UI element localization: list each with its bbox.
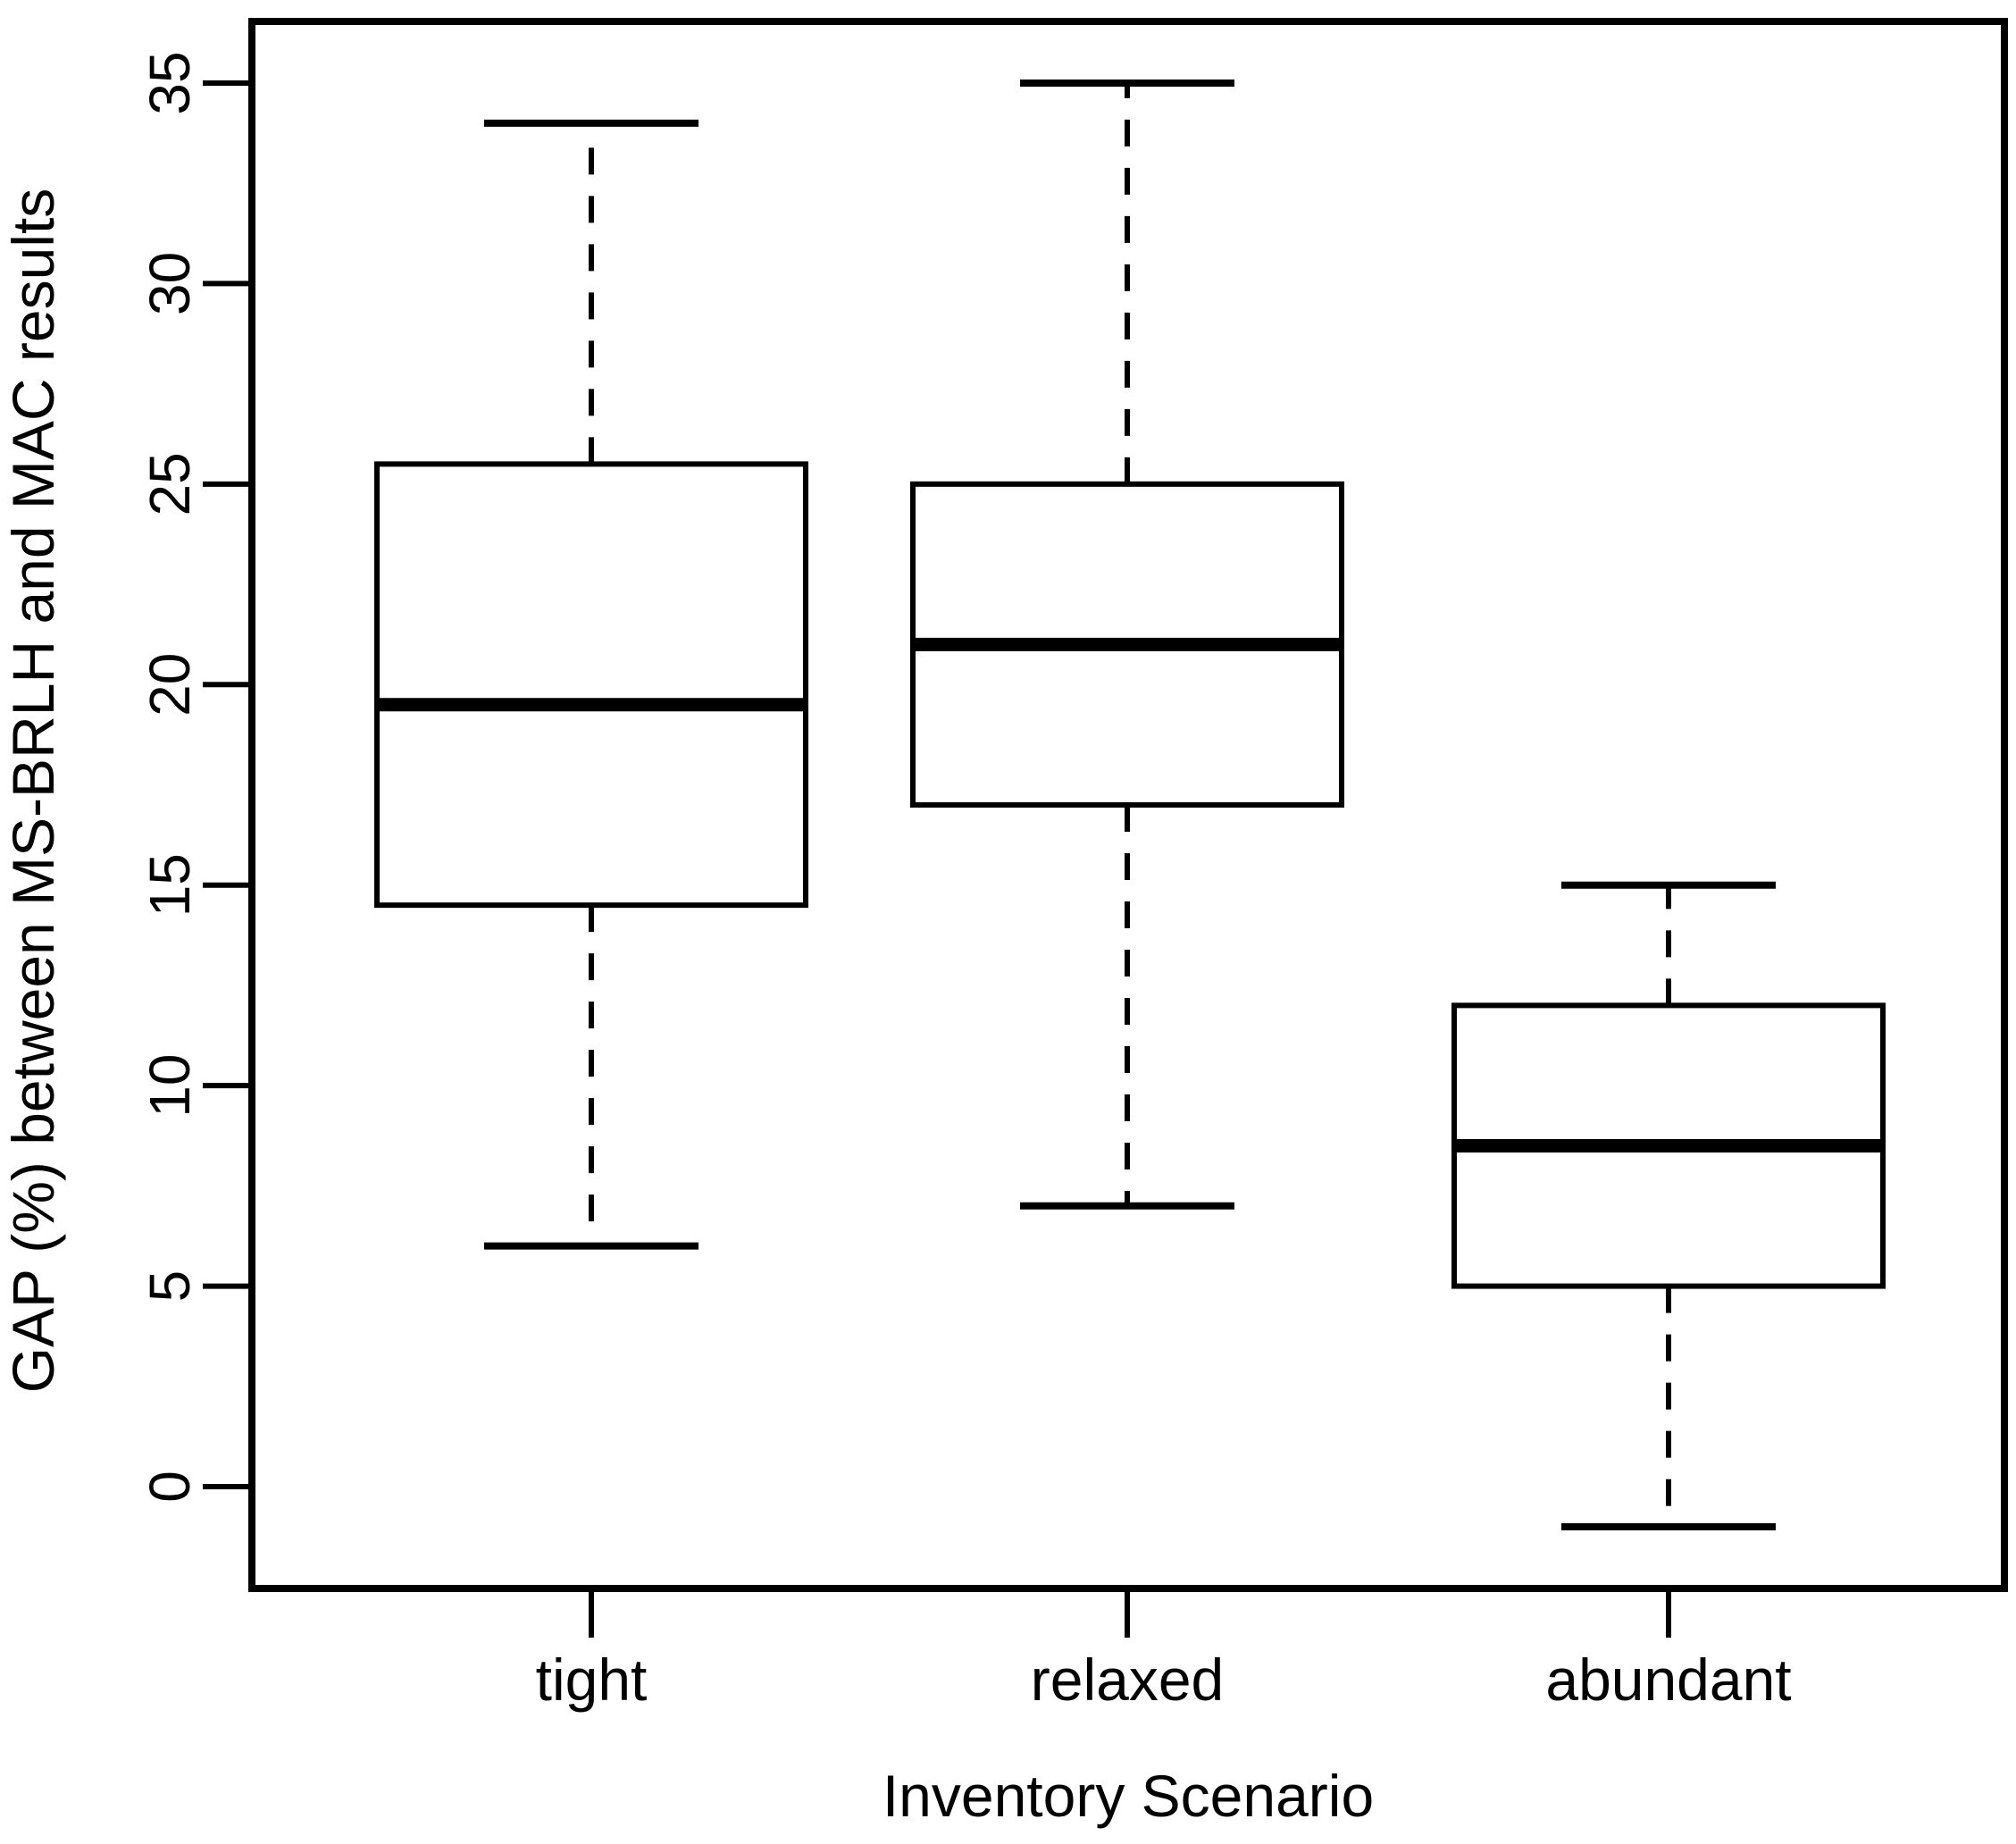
y-tick-label: 10 [138, 1054, 202, 1118]
x-category-label: tight [536, 1647, 648, 1713]
y-tick-label: 30 [138, 252, 202, 315]
y-tick-label: 0 [138, 1471, 202, 1503]
x-category-label: relaxed [1031, 1647, 1224, 1713]
iqr-box [374, 461, 808, 909]
x-axis-title: Inventory Scenario [883, 1763, 1374, 1829]
y-tick-label: 25 [138, 452, 202, 515]
y-axis-title: GAP (%) between MS-BRLH and MAC results [0, 189, 66, 1394]
x-category-label: abundant [1545, 1647, 1791, 1713]
y-tick-label: 15 [138, 853, 202, 917]
y-tick-label: 20 [138, 653, 202, 717]
y-tick-label: 5 [138, 1270, 202, 1303]
y-tick-label: 35 [138, 51, 202, 114]
